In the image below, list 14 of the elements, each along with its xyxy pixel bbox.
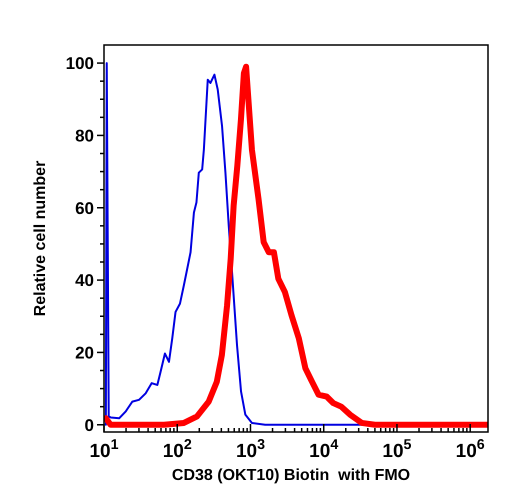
x-tick-label: 10$^{5}$ <box>382 437 412 462</box>
y-tick-label: 100 <box>66 54 94 74</box>
y-tick-label: 40 <box>75 271 94 290</box>
y-tick-label: 0 <box>84 416 94 435</box>
x-tick-label: 10$^{3}$ <box>236 437 266 462</box>
y-tick-label: 60 <box>75 198 94 218</box>
y-tick-label: 80 <box>75 126 94 146</box>
y-tick-label: 20 <box>75 343 94 362</box>
x-tick-label: 10$^{6}$ <box>456 437 485 462</box>
x-tick-label: 10$^{4}$ <box>309 437 338 462</box>
x-axis-title: CD38 (OKT10) Biotin with FMO <box>172 467 410 484</box>
x-tick-label: 10$^{1}$ <box>89 437 119 462</box>
y-axis-title: Relative cell number <box>32 160 49 316</box>
x-tick-label: 10$^{2}$ <box>162 437 192 462</box>
